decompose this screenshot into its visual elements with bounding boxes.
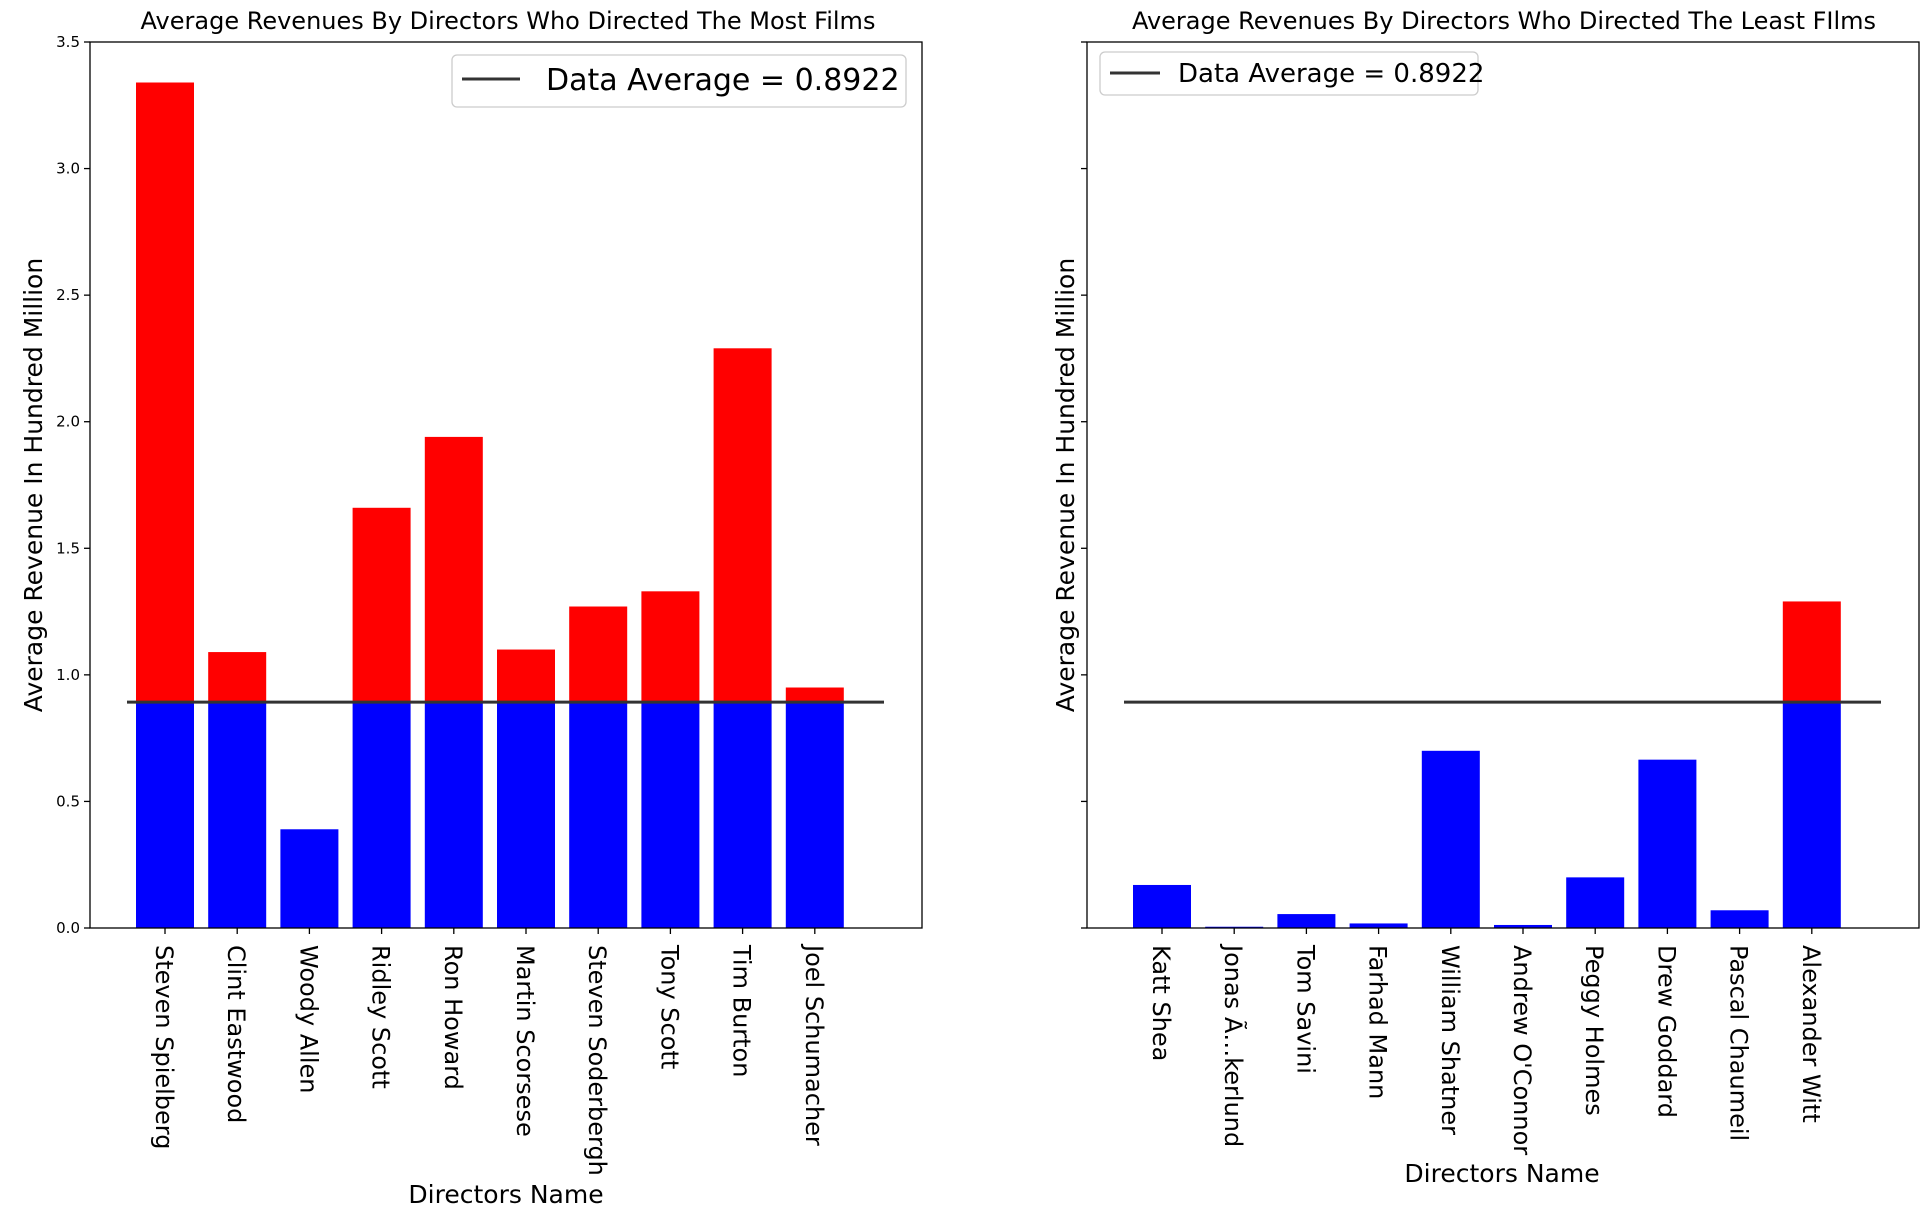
chart-least-films: Average Revenues By Directors Who Direct… — [1051, 7, 1920, 1188]
x-tick-label: Woody Allen — [294, 945, 322, 1094]
x-ticks: Katt Shea Jonas Ã…kerlund Tom Savini Farhad… — [1147, 928, 1825, 1155]
legend: Data Average = 0.8922 — [451, 54, 907, 108]
x-tick-label: Steven Spielberg — [150, 945, 178, 1149]
bar-below-average — [280, 829, 339, 928]
x-tick-label: Farhad Mann — [1364, 945, 1392, 1099]
bar-above-average — [352, 507, 411, 703]
bar-below-average — [713, 702, 772, 928]
x-tick-label: Alexander Witt — [1797, 945, 1825, 1123]
chart-title: Average Revenues By Directors Who Direct… — [1132, 7, 1876, 35]
chart-most-films: Average Revenues By Directors Who Direct… — [19, 7, 923, 1209]
legend-label: Data Average = 0.8922 — [1178, 59, 1484, 89]
x-tick-label: Peggy Holmes — [1580, 945, 1608, 1116]
bar-below-average — [208, 702, 267, 928]
bar-above-average — [1782, 601, 1841, 703]
bar-above-average — [208, 652, 267, 703]
x-tick-label: Pascal Chaumeil — [1725, 945, 1753, 1141]
x-ticks: Steven Spielberg Clint Eastwood Woody Alle… — [150, 928, 828, 1176]
x-tick-label: Ridley Scott — [367, 945, 395, 1089]
x-tick-label: Steven Soderbergh — [583, 945, 611, 1176]
bar-below-average — [136, 702, 194, 928]
bar-below-average — [1421, 750, 1480, 928]
bar-below-average — [1133, 884, 1191, 928]
plot-frame — [89, 41, 923, 929]
y-tick-label: 2.5 — [56, 286, 80, 304]
x-tick-label: Ron Howard — [439, 945, 467, 1090]
bar-below-average — [1277, 914, 1336, 928]
bar-below-average — [352, 702, 411, 928]
x-tick-label: Andrew O'Connor — [1508, 945, 1536, 1155]
x-axis-label: Directors Name — [1404, 1159, 1599, 1188]
legend-label: Data Average = 0.8922 — [546, 63, 900, 98]
x-tick-label: Martin Scorsese — [511, 945, 539, 1137]
y-ticks: 0.0 0.5 1.0 1.5 2.0 2.5 3.0 3.5 — [56, 33, 90, 937]
bar-below-average — [785, 702, 844, 928]
x-tick-label: William Shatner — [1436, 945, 1464, 1135]
legend-box — [1099, 51, 1479, 96]
x-axis-label: Directors Name — [408, 1180, 603, 1209]
bars — [136, 82, 844, 928]
x-tick-label: Drew Goddard — [1652, 945, 1680, 1118]
bar-above-average — [424, 436, 483, 703]
bar-below-average — [1494, 924, 1552, 928]
y-tick-label: 2.0 — [56, 413, 80, 431]
bar-below-average — [1566, 877, 1625, 928]
legend: Data Average = 0.8922 — [1099, 51, 1484, 96]
y-axis-label: Average Revenue In Hundred Million — [19, 258, 48, 712]
bar-above-average — [497, 649, 555, 703]
x-tick-label: Joel Schumacher — [800, 943, 828, 1146]
bar-below-average — [1782, 702, 1841, 928]
x-tick-label: Tim Burton — [728, 944, 756, 1077]
y-tick-label: 0.5 — [56, 792, 80, 810]
x-tick-label: Katt Shea — [1147, 945, 1175, 1061]
bar-above-average — [785, 687, 844, 703]
y-tick-label: 0.0 — [56, 919, 80, 937]
bar-below-average — [1349, 923, 1408, 928]
y-ticks — [1081, 41, 1087, 929]
y-tick-label: 3.0 — [56, 160, 80, 178]
x-tick-label: Tony Scott — [655, 944, 683, 1069]
x-tick-label: Jonas Ã…kerlund — [1219, 943, 1249, 1147]
plot-frame — [1086, 41, 1920, 929]
bar-above-average — [713, 348, 772, 703]
x-tick-label: Tom Savini — [1291, 944, 1319, 1074]
y-tick-label: 1.5 — [56, 539, 80, 557]
bar-below-average — [1710, 910, 1769, 928]
bar-below-average — [497, 702, 555, 928]
chart-title: Average Revenues By Directors Who Direct… — [141, 7, 876, 35]
legend-box — [451, 54, 907, 108]
y-tick-label: 3.5 — [56, 33, 80, 51]
bar-below-average — [424, 702, 483, 928]
bar-below-average — [569, 702, 628, 928]
bar-above-average — [569, 606, 628, 703]
x-tick-label: Clint Eastwood — [222, 945, 250, 1123]
bars — [1133, 601, 1841, 928]
bar-above-average — [641, 591, 700, 703]
y-axis-label: Average Revenue In Hundred Million — [1051, 258, 1080, 712]
bar-above-average — [136, 82, 194, 703]
bar-below-average — [1638, 759, 1697, 928]
y-tick-label: 1.0 — [56, 666, 80, 684]
bar-below-average — [641, 702, 700, 928]
